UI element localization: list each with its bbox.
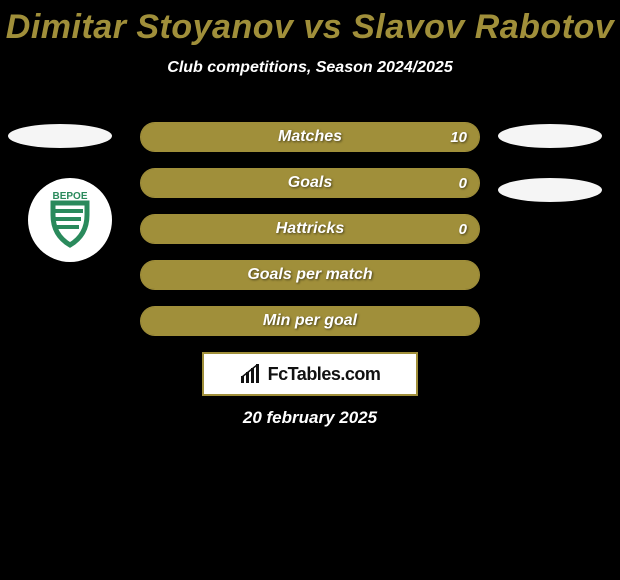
stat-bar-value: 10 (450, 123, 467, 151)
date-text: 20 february 2025 (0, 408, 620, 428)
stat-bar: Goals0 (140, 168, 480, 198)
brand-box[interactable]: FcTables.com (202, 352, 418, 396)
club-badge-icon: BEPOE (35, 185, 105, 255)
subtitle: Club competitions, Season 2024/2025 (0, 59, 620, 77)
stat-bar-value: 0 (459, 215, 467, 243)
page-title: Dimitar Stoyanov vs Slavov Rabotov (0, 0, 620, 47)
stat-bar-label: Min per goal (141, 307, 479, 335)
stat-bar-label: Goals per match (141, 261, 479, 289)
stat-bar-label: Hattricks (141, 215, 479, 243)
stat-bar: Min per goal (140, 306, 480, 336)
club-badge-text: BEPOE (52, 191, 87, 202)
player-left-ellipse (8, 124, 112, 148)
stat-bar: Matches10 (140, 122, 480, 152)
stat-bar-label: Matches (141, 123, 479, 151)
player-right-ellipse-1 (498, 124, 602, 148)
stat-bar: Hattricks0 (140, 214, 480, 244)
stat-bar: Goals per match (140, 260, 480, 290)
bar-chart-icon (240, 364, 262, 384)
brand-text: FcTables.com (268, 364, 381, 385)
player-right-ellipse-2 (498, 178, 602, 202)
stat-bar-value: 0 (459, 169, 467, 197)
stat-bars: Matches10Goals0Hattricks0Goals per match… (140, 122, 480, 352)
stat-bar-label: Goals (141, 169, 479, 197)
shield-lines-icon (53, 211, 83, 227)
club-badge: BEPOE (28, 178, 112, 262)
